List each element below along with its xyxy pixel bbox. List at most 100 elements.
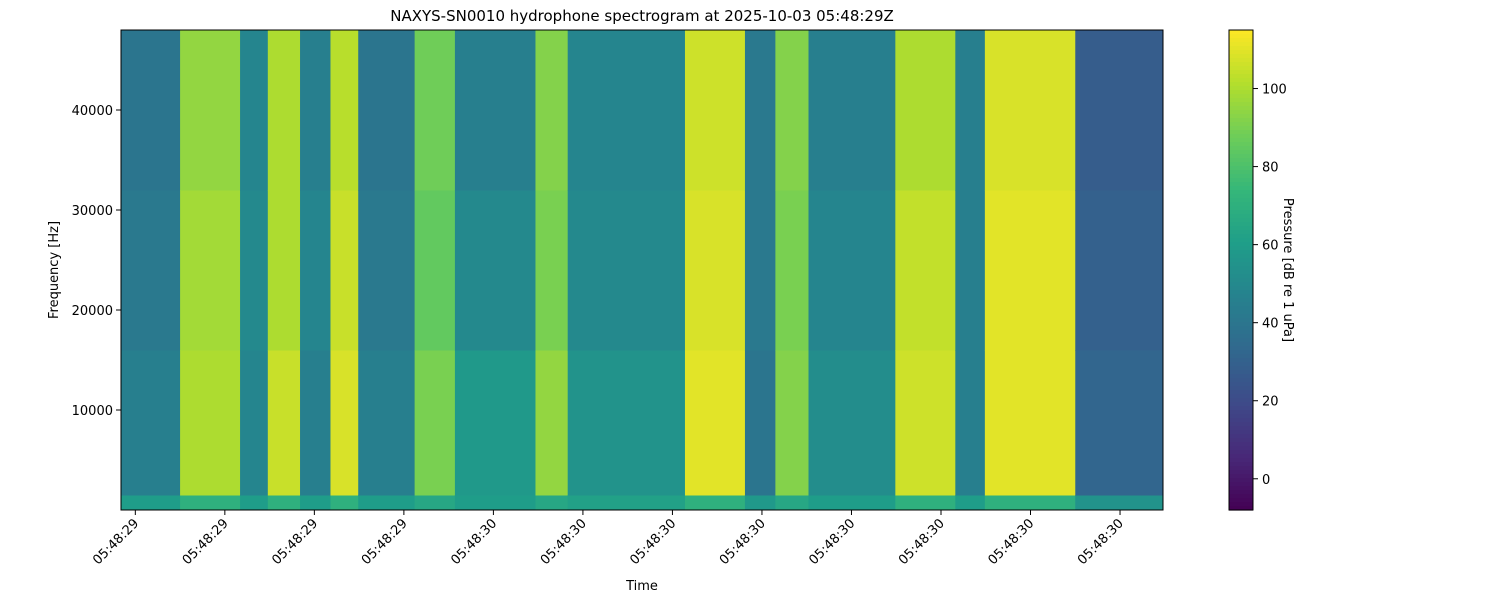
colorbar-segment xyxy=(1229,290,1253,295)
y-tick-label: 40000 xyxy=(72,104,113,119)
colorbar-segment xyxy=(1229,62,1253,67)
spectrogram-cell xyxy=(240,350,269,496)
colorbar-tick-label: 40 xyxy=(1262,317,1279,332)
colorbar-segment xyxy=(1229,274,1253,279)
colorbar-segment xyxy=(1229,330,1253,335)
colorbar-segment xyxy=(1229,318,1253,323)
colorbar-segment xyxy=(1229,114,1253,119)
colorbar-segment xyxy=(1229,94,1253,99)
spectrogram-cell xyxy=(744,495,776,511)
colorbar-segment xyxy=(1229,346,1253,351)
colorbar-segment xyxy=(1229,398,1253,403)
colorbar-segment xyxy=(1229,110,1253,115)
colorbar-segment xyxy=(1229,150,1253,155)
colorbar-segment xyxy=(1229,378,1253,383)
spectrogram-cell xyxy=(121,30,181,191)
x-axis-label: Time xyxy=(625,579,658,594)
colorbar-segment xyxy=(1229,190,1253,195)
colorbar-segment xyxy=(1229,82,1253,87)
colorbar-segment xyxy=(1229,34,1253,39)
y-axis-label: Frequency [Hz] xyxy=(47,221,62,319)
colorbar-segment xyxy=(1229,370,1253,375)
colorbar-segment xyxy=(1229,226,1253,231)
spectrogram-cell xyxy=(1075,190,1164,351)
x-tick-label: 05:48:30 xyxy=(985,516,1037,568)
spectrogram-cell xyxy=(775,350,810,496)
colorbar-segment xyxy=(1229,194,1253,199)
spectrogram-cell xyxy=(454,30,536,191)
colorbar-segment xyxy=(1229,262,1253,267)
colorbar-segment xyxy=(1229,166,1253,171)
spectrogram-cell xyxy=(330,495,359,511)
x-tick-label: 05:48:30 xyxy=(627,516,679,568)
colorbar-segment xyxy=(1229,502,1253,507)
colorbar-segment xyxy=(1229,422,1253,427)
colorbar-segment xyxy=(1229,218,1253,223)
spectrogram-cell xyxy=(300,30,331,191)
spectrogram-cell xyxy=(808,30,896,191)
colorbar-label: Pressure [dB re 1 uPa] xyxy=(1280,198,1295,342)
spectrogram-cell xyxy=(744,350,776,496)
colorbar-segment xyxy=(1229,78,1253,83)
spectrogram-cell xyxy=(567,350,686,496)
spectrogram-cell xyxy=(567,190,686,351)
spectrogram-cell xyxy=(414,190,456,351)
colorbar-segment xyxy=(1229,490,1253,495)
chart-title: NAXYS-SN0010 hydrophone spectrogram at 2… xyxy=(390,7,894,25)
colorbar-segment xyxy=(1229,254,1253,259)
colorbar-tick-label: 20 xyxy=(1262,395,1279,410)
colorbar-segment xyxy=(1229,102,1253,107)
spectrogram-cell xyxy=(955,350,986,496)
spectrogram-cell xyxy=(240,495,269,511)
spectrogram-cell xyxy=(180,350,241,496)
colorbar-segment xyxy=(1229,466,1253,471)
colorbar-segment xyxy=(1229,230,1253,235)
spectrogram-cell xyxy=(267,495,301,511)
spectrogram-cell xyxy=(955,190,986,351)
colorbar-segment xyxy=(1229,442,1253,447)
x-tick-label: 05:48:30 xyxy=(896,516,948,568)
colorbar-segment xyxy=(1229,438,1253,443)
x-tick-label: 05:48:29 xyxy=(180,516,232,568)
spectrogram-cell xyxy=(300,190,331,351)
colorbar-segment xyxy=(1229,498,1253,503)
colorbar-segment xyxy=(1229,46,1253,51)
colorbar-segment xyxy=(1229,58,1253,63)
spectrogram-cell xyxy=(358,190,416,351)
colorbar-segment xyxy=(1229,134,1253,139)
x-tick-label: 05:48:30 xyxy=(717,516,769,568)
colorbar-segment xyxy=(1229,394,1253,399)
spectrogram-cell xyxy=(267,30,301,191)
colorbar-segment xyxy=(1229,406,1253,411)
spectrogram-cell xyxy=(808,190,896,351)
colorbar-segment xyxy=(1229,366,1253,371)
colorbar-segment xyxy=(1229,342,1253,347)
colorbar-segment xyxy=(1229,506,1253,511)
colorbar-segment xyxy=(1229,454,1253,459)
y-tick-label: 10000 xyxy=(72,404,113,419)
colorbar-segment xyxy=(1229,246,1253,251)
colorbar-segment xyxy=(1229,306,1253,311)
colorbar-segment xyxy=(1229,434,1253,439)
colorbar-segment xyxy=(1229,286,1253,291)
colorbar-segment xyxy=(1229,178,1253,183)
colorbar-segment xyxy=(1229,154,1253,159)
colorbar-tick-label: 60 xyxy=(1262,239,1279,254)
colorbar-segment xyxy=(1229,446,1253,451)
colorbar-segment xyxy=(1229,382,1253,387)
colorbar-segment xyxy=(1229,138,1253,143)
colorbar-segment xyxy=(1229,362,1253,367)
spectrogram-cell xyxy=(567,30,686,191)
spectrogram-cell xyxy=(808,350,896,496)
spectrogram-cell xyxy=(1075,350,1164,496)
colorbar-segment xyxy=(1229,486,1253,491)
colorbar-segment xyxy=(1229,182,1253,187)
spectrogram-cell xyxy=(414,350,456,496)
colorbar-segment xyxy=(1229,266,1253,271)
colorbar-segment xyxy=(1229,106,1253,111)
colorbar-segment xyxy=(1229,470,1253,475)
spectrogram-cell xyxy=(684,350,746,496)
x-tick-label: 05:48:29 xyxy=(269,516,321,568)
